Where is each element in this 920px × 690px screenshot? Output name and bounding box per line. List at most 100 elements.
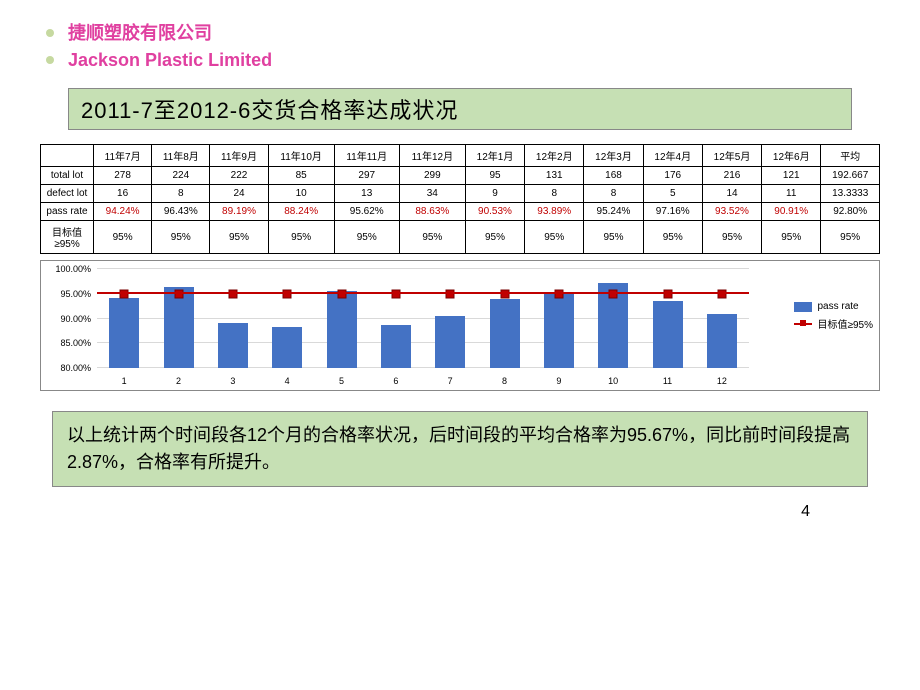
company-name-en: Jackson Plastic Limited xyxy=(40,47,880,74)
table-cell: 88.63% xyxy=(399,203,465,221)
table-cell: 297 xyxy=(334,167,399,185)
x-axis-label: 3 xyxy=(230,376,235,386)
legend-line-swatch xyxy=(794,319,812,329)
table-col-header: 12年2月 xyxy=(525,145,584,167)
x-axis-label: 10 xyxy=(608,376,618,386)
table-cell: 8 xyxy=(152,185,210,203)
table-cell: 8 xyxy=(584,185,643,203)
table-cell: 93.89% xyxy=(525,203,584,221)
x-axis-label: 7 xyxy=(448,376,453,386)
chart-bar xyxy=(544,293,574,368)
row-label: defect lot xyxy=(41,185,94,203)
table-cell: 95% xyxy=(94,221,152,254)
table-cell: 89.19% xyxy=(210,203,268,221)
table-cell: 95% xyxy=(210,221,268,254)
table-cell: 95% xyxy=(525,221,584,254)
table-cell: 93.52% xyxy=(702,203,761,221)
table-cell: 96.43% xyxy=(152,203,210,221)
y-axis-label: 80.00% xyxy=(45,363,91,373)
table-cell: 5 xyxy=(643,185,702,203)
chart-bar xyxy=(653,301,683,368)
chart-bar xyxy=(327,291,357,368)
table-col-header: 12年6月 xyxy=(762,145,821,167)
table-cell: 95% xyxy=(399,221,465,254)
company-header: 捷顺塑胶有限公司 Jackson Plastic Limited xyxy=(40,20,880,74)
table-cell: 13 xyxy=(334,185,399,203)
chart-bar xyxy=(707,314,737,368)
chart-legend: pass rate 目标值≥95% xyxy=(794,297,873,335)
table-cell: 90.91% xyxy=(762,203,821,221)
legend-bar: pass rate xyxy=(794,301,873,312)
target-marker xyxy=(337,289,346,298)
x-axis-label: 6 xyxy=(393,376,398,386)
table-cell: 95 xyxy=(465,167,524,185)
table-cell: 85 xyxy=(268,167,334,185)
chart-bar xyxy=(109,298,139,368)
table-col-header: 11年9月 xyxy=(210,145,268,167)
table-cell: 10 xyxy=(268,185,334,203)
legend-line: 目标值≥95% xyxy=(794,316,873,331)
target-marker xyxy=(609,289,618,298)
table-cell: 95% xyxy=(643,221,702,254)
table-cell: 92.80% xyxy=(821,203,880,221)
table-cell: 168 xyxy=(584,167,643,185)
chart-bar xyxy=(381,325,411,368)
table-cell: 24 xyxy=(210,185,268,203)
row-label: 目标值≥95% xyxy=(41,221,94,254)
row-label: total lot xyxy=(41,167,94,185)
table-row: defect lot168241013349885141113.3333 xyxy=(41,185,880,203)
table-col-header: 12年1月 xyxy=(465,145,524,167)
row-label: pass rate xyxy=(41,203,94,221)
table-cell: 97.16% xyxy=(643,203,702,221)
table-cell: 95% xyxy=(268,221,334,254)
table-col-header: 11年12月 xyxy=(399,145,465,167)
legend-bar-swatch xyxy=(794,302,812,312)
legend-line-label: 目标值≥95% xyxy=(817,316,873,331)
table-cell: 95% xyxy=(762,221,821,254)
table-cell: 95.62% xyxy=(334,203,399,221)
table-cell: 95% xyxy=(821,221,880,254)
x-axis-label: 4 xyxy=(285,376,290,386)
x-axis-label: 2 xyxy=(176,376,181,386)
table-cell: 121 xyxy=(762,167,821,185)
page-number: 4 xyxy=(40,503,810,521)
table-cell: 95% xyxy=(152,221,210,254)
x-axis-label: 12 xyxy=(717,376,727,386)
table-cell: 88.24% xyxy=(268,203,334,221)
chart-bar xyxy=(490,299,520,368)
y-axis-label: 85.00% xyxy=(45,338,91,348)
table-cell: 34 xyxy=(399,185,465,203)
target-line xyxy=(97,292,749,294)
company-name-cn: 捷顺塑胶有限公司 xyxy=(40,20,880,47)
table-cell: 14 xyxy=(702,185,761,203)
chart-bar xyxy=(435,316,465,368)
chart-bar xyxy=(272,327,302,368)
y-axis-label: 100.00% xyxy=(45,264,91,274)
x-axis-label: 1 xyxy=(122,376,127,386)
pass-rate-chart: 80.00%85.00%90.00%95.00%100.00%123456789… xyxy=(40,260,880,391)
table-cell: 176 xyxy=(643,167,702,185)
table-cell: 9 xyxy=(465,185,524,203)
table-cell: 299 xyxy=(399,167,465,185)
table-col-header: 12年4月 xyxy=(643,145,702,167)
table-cell: 95% xyxy=(702,221,761,254)
table-col-header: 11年7月 xyxy=(94,145,152,167)
table-cell: 224 xyxy=(152,167,210,185)
data-table: 11年7月11年8月11年9月11年10月11年11月11年12月12年1月12… xyxy=(40,144,880,254)
target-marker xyxy=(500,289,509,298)
table-cell: 95% xyxy=(334,221,399,254)
x-axis-label: 5 xyxy=(339,376,344,386)
target-marker xyxy=(391,289,400,298)
table-cell: 216 xyxy=(702,167,761,185)
x-axis-label: 9 xyxy=(556,376,561,386)
summary-text: 以上统计两个时间段各12个月的合格率状况，后时间段的平均合格率为95.67%，同… xyxy=(52,411,868,487)
legend-bar-label: pass rate xyxy=(817,301,858,312)
table-cell: 131 xyxy=(525,167,584,185)
target-marker xyxy=(283,289,292,298)
table-cell: 16 xyxy=(94,185,152,203)
target-marker xyxy=(228,289,237,298)
y-axis-label: 95.00% xyxy=(45,289,91,299)
table-cell: 13.3333 xyxy=(821,185,880,203)
table-cell: 90.53% xyxy=(465,203,524,221)
chart-bar xyxy=(218,323,248,368)
